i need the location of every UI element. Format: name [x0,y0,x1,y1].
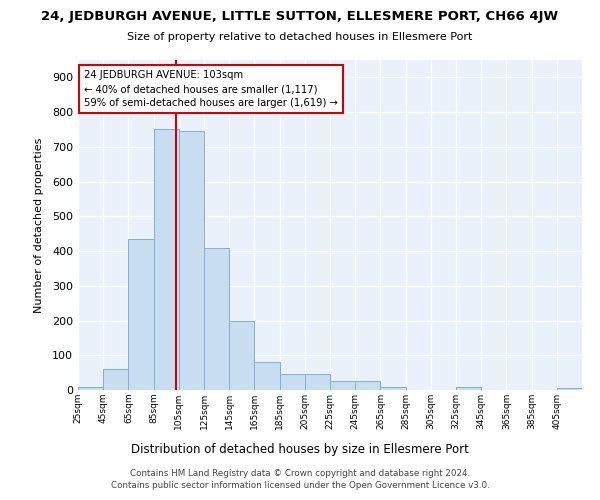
Bar [78,386,103,390]
Bar [78,386,103,390]
Bar [128,239,154,390]
Text: 24 JEDBURGH AVENUE: 103sqm
← 40% of detached houses are smaller (1,117)
59% of s: 24 JEDBURGH AVENUE: 103sqm ← 40% of deta… [84,70,338,108]
Y-axis label: Number of detached properties: Number of detached properties [34,138,44,312]
Bar [330,382,355,390]
Bar [179,131,204,390]
Bar [229,320,254,390]
Bar [355,382,380,390]
Bar [280,374,305,390]
Bar [305,374,330,390]
Bar [330,382,355,390]
Bar [305,374,330,390]
Bar [154,130,179,390]
Bar [557,388,582,390]
Text: Distribution of detached houses by size in Ellesmere Port: Distribution of detached houses by size … [131,442,469,456]
Bar [103,369,128,390]
Bar [128,239,154,390]
Text: Size of property relative to detached houses in Ellesmere Port: Size of property relative to detached ho… [127,32,473,42]
Bar [557,388,582,390]
Text: 24, JEDBURGH AVENUE, LITTLE SUTTON, ELLESMERE PORT, CH66 4JW: 24, JEDBURGH AVENUE, LITTLE SUTTON, ELLE… [41,10,559,23]
Bar [179,131,204,390]
Bar [456,387,481,390]
Bar [355,382,380,390]
Bar [254,362,280,390]
Bar [229,320,254,390]
Bar [154,130,179,390]
Bar [456,387,481,390]
Bar [103,369,128,390]
Bar [204,248,229,390]
Text: Contains HM Land Registry data © Crown copyright and database right 2024.
Contai: Contains HM Land Registry data © Crown c… [110,468,490,490]
Bar [380,387,406,390]
Bar [380,387,406,390]
Bar [254,362,280,390]
Bar [204,248,229,390]
Bar [280,374,305,390]
